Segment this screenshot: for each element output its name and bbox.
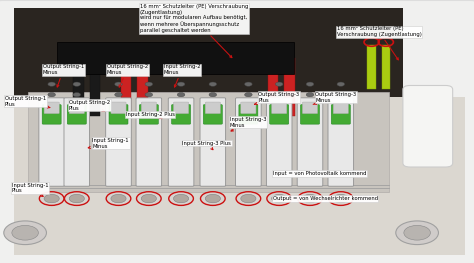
Bar <box>73 58 84 116</box>
FancyBboxPatch shape <box>136 98 162 186</box>
Circle shape <box>137 192 161 205</box>
FancyBboxPatch shape <box>111 102 126 114</box>
Circle shape <box>396 221 438 245</box>
FancyBboxPatch shape <box>203 105 222 124</box>
Circle shape <box>275 93 283 97</box>
Bar <box>121 58 131 116</box>
Circle shape <box>12 225 38 240</box>
Text: Input String-2
Minus: Input String-2 Minus <box>164 64 200 87</box>
Circle shape <box>333 194 348 203</box>
FancyBboxPatch shape <box>67 105 86 124</box>
Bar <box>90 58 100 116</box>
FancyBboxPatch shape <box>39 98 64 186</box>
Text: Output String-1
Plus: Output String-1 Plus <box>5 96 50 108</box>
Circle shape <box>337 82 345 86</box>
Circle shape <box>48 82 55 86</box>
Circle shape <box>272 194 287 203</box>
Circle shape <box>267 192 292 205</box>
Text: Input String-1
Minus: Input String-1 Minus <box>88 138 129 149</box>
FancyBboxPatch shape <box>328 98 354 186</box>
Circle shape <box>145 82 153 86</box>
Circle shape <box>69 194 84 203</box>
Bar <box>14 8 403 105</box>
Circle shape <box>302 194 318 203</box>
Text: 16 mm² Schutzleiter (PE)
Verschraubung (Zugentlastung): 16 mm² Schutzleiter (PE) Verschraubung (… <box>337 26 421 60</box>
Bar <box>57 42 294 74</box>
FancyBboxPatch shape <box>168 98 194 186</box>
FancyBboxPatch shape <box>236 98 261 186</box>
Circle shape <box>48 93 55 97</box>
Circle shape <box>173 194 189 203</box>
Text: Output String-2
Minus: Output String-2 Minus <box>107 64 148 87</box>
Circle shape <box>73 82 81 86</box>
Circle shape <box>275 82 283 86</box>
FancyBboxPatch shape <box>239 105 258 124</box>
Circle shape <box>44 194 59 203</box>
Circle shape <box>245 82 252 86</box>
FancyBboxPatch shape <box>42 105 61 124</box>
FancyBboxPatch shape <box>200 98 226 186</box>
Bar <box>14 97 465 255</box>
Circle shape <box>205 194 220 203</box>
FancyBboxPatch shape <box>141 102 156 114</box>
Circle shape <box>337 93 345 97</box>
Circle shape <box>115 82 122 86</box>
Circle shape <box>245 103 252 107</box>
Circle shape <box>404 225 430 240</box>
Text: Output String-1
Minus: Output String-1 Minus <box>43 64 84 87</box>
FancyBboxPatch shape <box>266 98 292 186</box>
Circle shape <box>177 82 185 86</box>
Circle shape <box>177 93 185 97</box>
FancyBboxPatch shape <box>64 98 90 186</box>
Circle shape <box>201 192 225 205</box>
Text: Input String-3
Minus: Input String-3 Minus <box>230 117 266 131</box>
FancyBboxPatch shape <box>333 102 348 114</box>
Circle shape <box>298 192 322 205</box>
Bar <box>382 45 390 89</box>
Circle shape <box>337 103 345 107</box>
Bar <box>284 58 295 116</box>
Circle shape <box>145 103 153 107</box>
Circle shape <box>73 93 81 97</box>
Bar <box>137 58 148 116</box>
Text: Output String-3
Plus: Output String-3 Plus <box>255 92 300 105</box>
Bar <box>28 92 389 192</box>
FancyBboxPatch shape <box>270 105 289 124</box>
Circle shape <box>209 93 217 97</box>
Circle shape <box>39 192 64 205</box>
Circle shape <box>73 103 81 107</box>
Circle shape <box>241 194 256 203</box>
FancyBboxPatch shape <box>301 105 319 124</box>
Text: Input String-2 Plus: Input String-2 Plus <box>126 112 174 119</box>
Circle shape <box>275 103 283 107</box>
Circle shape <box>115 93 122 97</box>
Circle shape <box>245 93 252 97</box>
FancyBboxPatch shape <box>403 85 453 167</box>
Text: 16 mm² Schutzleiter (PE) Verschraubung
(Zugentlastung)
wird nur für modularen Au: 16 mm² Schutzleiter (PE) Verschraubung (… <box>140 4 248 58</box>
FancyBboxPatch shape <box>331 105 350 124</box>
FancyBboxPatch shape <box>272 102 287 114</box>
Circle shape <box>106 192 131 205</box>
Text: Output = von Wechselrichter kommend: Output = von Wechselrichter kommend <box>273 196 378 201</box>
Circle shape <box>64 192 89 205</box>
Bar <box>268 58 278 116</box>
FancyBboxPatch shape <box>241 102 256 114</box>
FancyBboxPatch shape <box>205 102 220 114</box>
Circle shape <box>209 103 217 107</box>
Circle shape <box>328 192 353 205</box>
Circle shape <box>169 192 193 205</box>
Circle shape <box>306 93 314 97</box>
Circle shape <box>306 103 314 107</box>
Text: Output String-2
Plus: Output String-2 Plus <box>69 100 110 112</box>
Circle shape <box>141 194 156 203</box>
Bar <box>367 45 376 89</box>
Text: Input String-3 Plus: Input String-3 Plus <box>182 141 231 150</box>
Circle shape <box>4 221 46 245</box>
Circle shape <box>236 192 261 205</box>
Circle shape <box>115 103 122 107</box>
Text: Input String-1
Plus: Input String-1 Plus <box>12 183 48 196</box>
Text: Output String-3
Minus: Output String-3 Minus <box>313 92 356 104</box>
FancyBboxPatch shape <box>44 102 59 114</box>
Circle shape <box>145 93 153 97</box>
